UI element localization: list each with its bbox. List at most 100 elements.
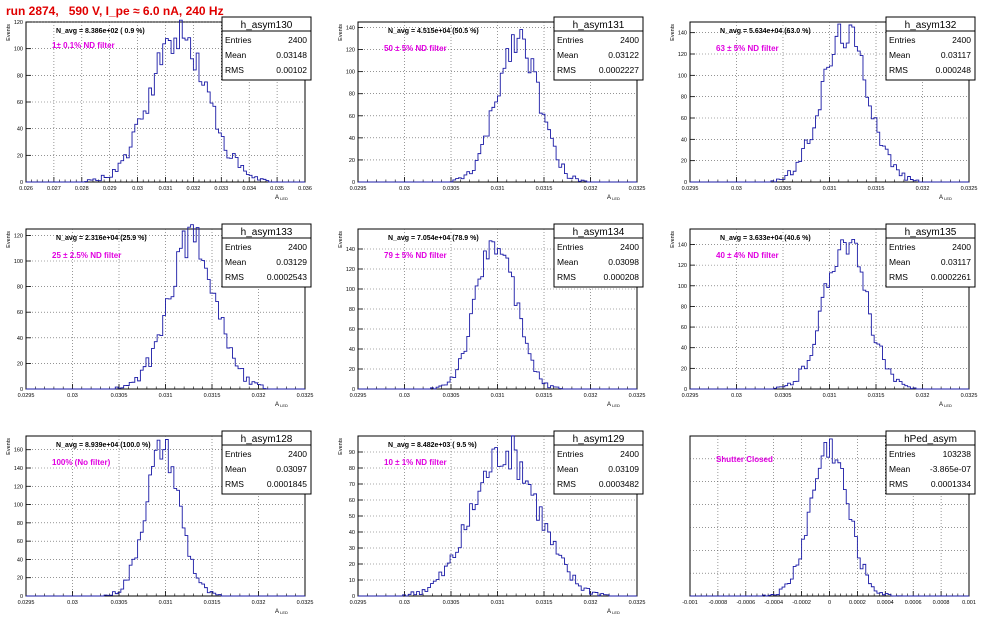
y-tick-label: 60: [349, 114, 355, 120]
stats-label: Mean: [557, 50, 579, 60]
x-tick-label: 0.03: [132, 186, 143, 192]
y-tick-label: 20: [17, 576, 23, 582]
y-axis-title: Events: [6, 438, 12, 455]
y-tick-label: 60: [17, 539, 23, 545]
stats-label: Mean: [889, 257, 911, 267]
x-tick-label: 0.032: [584, 600, 598, 606]
histogram-name: h_asym129: [573, 434, 625, 445]
y-tick-label: 0: [20, 594, 23, 600]
y-tick-label: 80: [17, 521, 23, 527]
stats-value: 2400: [620, 242, 639, 252]
x-axis-title-subscript: LED: [611, 610, 620, 615]
y-tick-label: 20: [17, 361, 23, 367]
x-tick-label: 0.0305: [443, 186, 460, 192]
x-tick-label: 0.001: [962, 600, 976, 606]
y-tick-label: 40: [349, 530, 355, 536]
y-tick-label: 120: [14, 484, 23, 490]
x-tick-label: 0.0004: [877, 600, 894, 606]
x-tick-label: 0.0295: [350, 393, 367, 399]
y-tick-label: 40: [17, 557, 23, 563]
filter-note: Shutter Closed: [716, 455, 773, 464]
y-tick-label: 140: [14, 466, 23, 472]
y-tick-label: 120: [678, 52, 687, 58]
stats-label: Entries: [225, 449, 251, 459]
x-tick-label: 0.03: [67, 393, 78, 399]
stats-label: Mean: [225, 464, 247, 474]
x-tick-label: 0.031: [491, 186, 505, 192]
y-tick-label: 20: [349, 367, 355, 373]
x-tick-label: 0.03: [399, 186, 410, 192]
stats-value: 0.03097: [276, 464, 307, 474]
y-tick-label: 120: [14, 233, 23, 239]
histogram-line: [26, 224, 305, 390]
stats-label: Mean: [889, 464, 911, 474]
y-tick-label: 60: [349, 327, 355, 333]
stats-box: [553, 430, 644, 495]
stats-value: 0.0001334: [931, 479, 971, 489]
histogram-line: [358, 29, 637, 183]
x-tick-label: 0.03: [731, 186, 742, 192]
x-tick-label: 0.0295: [682, 393, 699, 399]
navg-label: N_avg = 8.386e+02 ( 0.9 %): [56, 28, 145, 35]
histogram-panel-h_asym131: 0.0295 0.03 0.0305 0.031 0.0315 0.032 0.0325 0 2…: [338, 16, 646, 201]
stats-value: 0.000248: [936, 65, 972, 75]
x-tick-label: 0.031: [491, 600, 505, 606]
page-title: run 2874, 590 V, I_pe ≈ 6.0 nA, 240 Hz: [6, 4, 224, 18]
stats-label: RMS: [889, 479, 908, 489]
y-tick-label: 80: [17, 73, 23, 79]
stats-box: [885, 16, 976, 81]
y-tick-label: 80: [681, 304, 687, 310]
stats-value: 103238: [943, 449, 972, 459]
x-tick-label: 0.0305: [111, 600, 128, 606]
x-tick-label: 0.03: [67, 600, 78, 606]
y-axis-title: Events: [338, 24, 344, 41]
x-tick-label: 0.031: [159, 186, 173, 192]
x-tick-label: 0.0315: [204, 600, 221, 606]
y-tick-label: 120: [346, 267, 355, 273]
stats-value: 0.00102: [276, 65, 307, 75]
y-tick-label: 20: [681, 159, 687, 165]
x-tick-label: 0.026: [19, 186, 33, 192]
stats-box: [221, 430, 312, 495]
histogram-line: [690, 23, 969, 183]
x-tick-label: 0.031: [823, 186, 837, 192]
x-axis-title-subscript: LED: [279, 403, 288, 408]
x-tick-label: 0.0325: [297, 393, 314, 399]
navg-label: N_avg = 4.515e+04 (50.5 %): [388, 28, 479, 35]
x-tick-label: 0.0008: [933, 600, 950, 606]
histogram-line: [358, 240, 637, 390]
x-axis-title-subscript: LED: [279, 610, 288, 615]
stats-label: RMS: [225, 65, 244, 75]
stats-label: Entries: [557, 449, 583, 459]
y-tick-label: 40: [17, 127, 23, 133]
y-tick-label: 120: [14, 20, 23, 26]
stats-value: 0.03117: [941, 257, 971, 267]
y-tick-label: 140: [346, 247, 355, 253]
y-axis-title: Events: [338, 438, 344, 455]
x-tick-label: -0.0006: [736, 600, 755, 606]
histogram-name: h_asym135: [905, 227, 957, 238]
stats-value: -3.865e-07: [930, 464, 971, 474]
stats-box: [553, 223, 644, 288]
x-tick-label: -0.001: [682, 600, 698, 606]
stats-value: 0.03148: [276, 50, 307, 60]
x-tick-label: -0.0008: [709, 600, 728, 606]
x-tick-label: 0.0315: [868, 186, 885, 192]
stats-box: [221, 223, 312, 288]
stats-label: Mean: [557, 257, 579, 267]
y-tick-label: 140: [678, 242, 687, 248]
y-axis-title: Events: [670, 231, 676, 248]
stats-value: 0.03098: [608, 257, 639, 267]
x-tick-label: -0.0004: [764, 600, 783, 606]
y-tick-label: 50: [349, 514, 355, 520]
filter-note: 63 ± 5% ND filter: [716, 44, 779, 53]
stats-label: Entries: [225, 35, 251, 45]
y-tick-label: 80: [17, 285, 23, 291]
x-tick-label: -0.0002: [792, 600, 811, 606]
x-tick-label: 0.0295: [18, 600, 35, 606]
x-tick-label: 0.0295: [350, 600, 367, 606]
y-tick-label: 20: [349, 158, 355, 164]
x-tick-label: 0.03: [399, 393, 410, 399]
x-tick-label: 0.0325: [629, 186, 646, 192]
histogram-line: [26, 439, 305, 597]
